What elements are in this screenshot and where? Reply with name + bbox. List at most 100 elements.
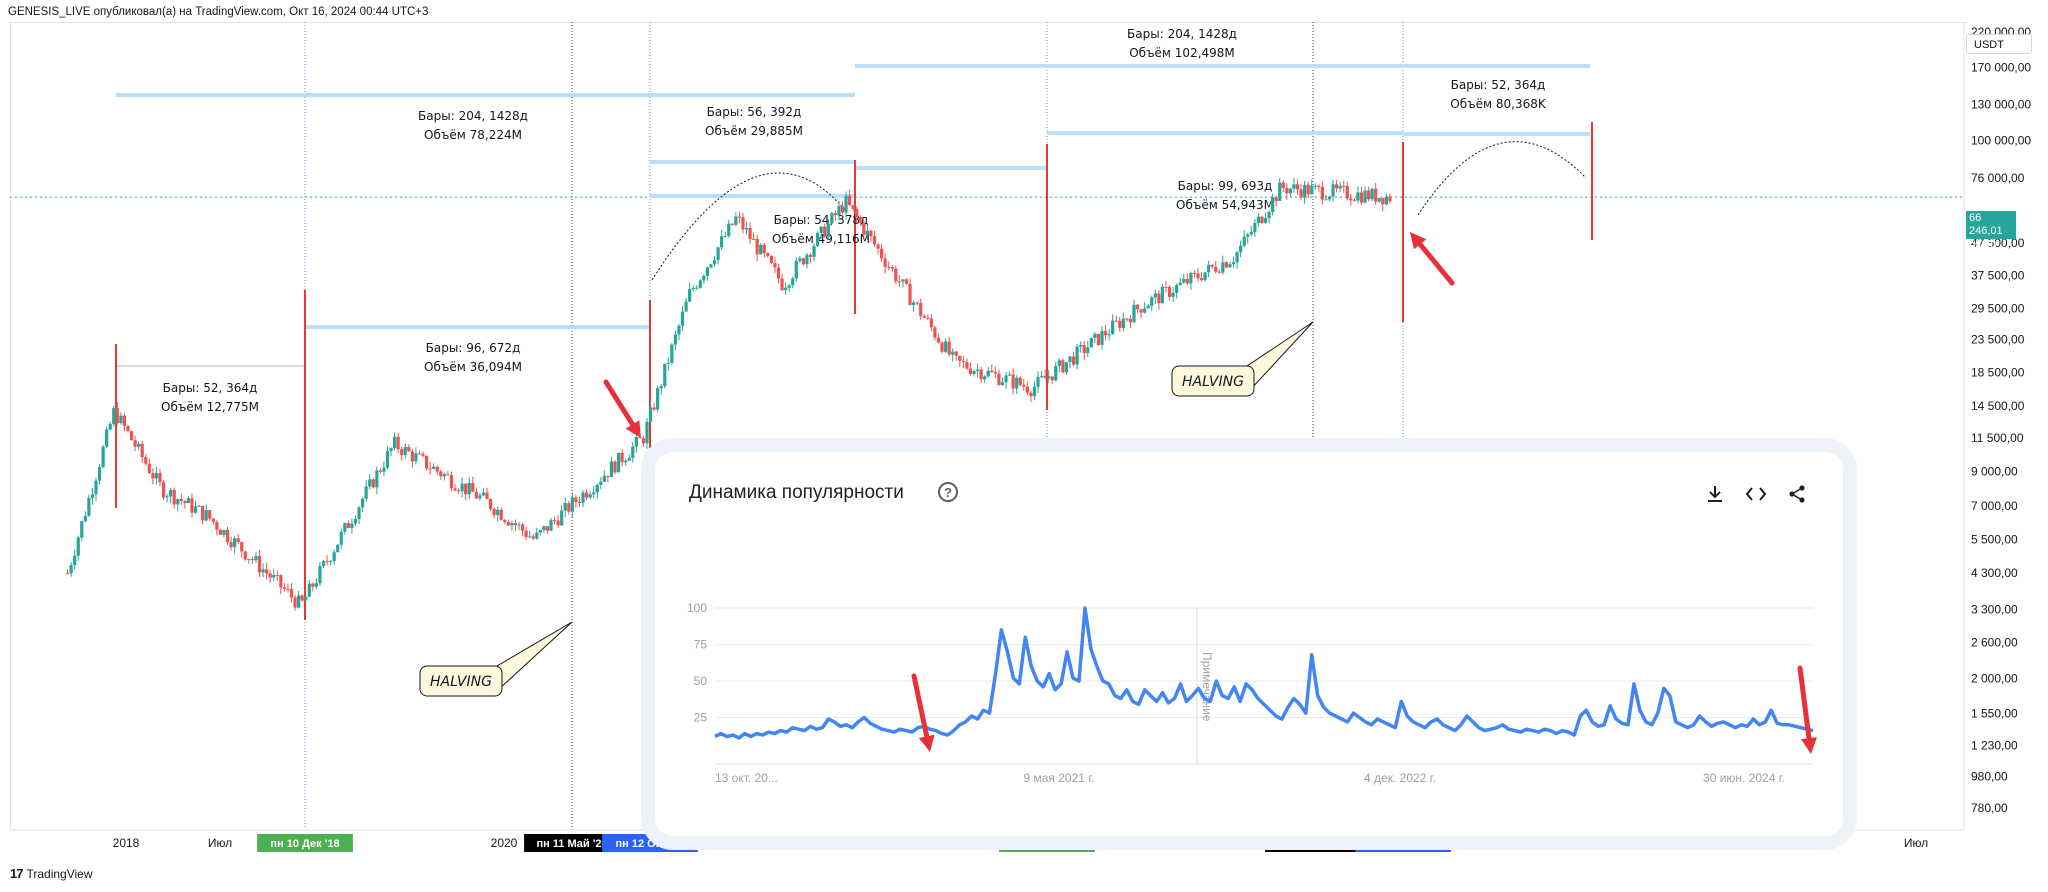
candle-body [1100,331,1104,345]
download-icon[interactable] [1703,484,1727,508]
candle-body [677,325,681,335]
candle-body [410,451,414,462]
publisher-header: GENESIS_LIVE опубликовал(а) на TradingVi… [8,6,429,18]
candle-body [609,461,614,477]
candle-body [225,530,230,543]
price-tick-label: 1 230,00 [1971,738,2018,752]
candle-body [1224,262,1229,268]
candle-body [524,530,528,537]
candle-body [720,236,724,248]
candle-body [311,583,315,587]
halving-callout-label: HALVING [1182,374,1244,390]
bar-countdown: 5d 3h [1969,238,1997,250]
candle-body [474,491,478,499]
candle-body [1185,278,1189,284]
currency-selector[interactable]: USDT [1966,34,2032,54]
candle-body [446,474,450,476]
candle-body [741,217,745,230]
candle-body [1139,309,1143,313]
candle-body [1057,360,1061,367]
red-arrow-icon [918,734,935,752]
last-price-label: 66 246,01 5d 3h [1966,211,2016,250]
candle-body [911,302,916,305]
candle-body [1178,282,1182,286]
candle-body [1086,347,1090,354]
candle-body [1338,185,1342,189]
candle-body [1196,273,1200,279]
candle-body [1320,186,1324,200]
price-tick-label: 47 500,00 [1971,236,2025,250]
candle-body [435,466,439,472]
candle-body [1043,376,1047,379]
candle-body [1317,185,1321,187]
candle-body [69,565,73,574]
trends-chart: 100 75 50 25 13 окт. 20... 9 мая 2021 г. 4 дек… [687,601,1817,785]
candle-body [638,437,642,439]
candle-body [1214,266,1218,272]
candle-body [744,228,749,230]
price-tick-label: 4 300,00 [1971,566,2018,580]
candle-body [289,589,294,598]
candle-body [716,247,720,261]
candle-body [250,559,255,561]
candle-body [933,327,937,338]
candle-body [375,470,379,488]
price-tick-label: 5 500,00 [1971,532,2018,546]
price-tick-label: 23 500,00 [1971,333,2025,347]
candle-body [506,521,510,526]
time-badge-label: пн 22 Апр '24 [1278,838,1350,850]
chart-frame[interactable] [10,22,1966,829]
candle-body [684,301,688,312]
candle-body [254,556,258,561]
candle-body [456,490,461,492]
candle-body [243,551,247,560]
candle-body [538,529,542,533]
candle-body [1004,375,1008,383]
candle-body [432,466,436,469]
candle-body [1068,356,1072,363]
candle-body [1363,190,1367,203]
halving-callout-pointer [479,621,573,691]
candle-body [161,482,166,498]
candle-body [197,505,201,507]
candle-body [595,484,599,493]
candle-body [986,370,990,377]
candle-body [1143,308,1147,313]
candle-body [1203,272,1207,281]
candle-body [1029,392,1033,397]
candle-body [577,502,582,504]
candle-body [1335,184,1339,189]
candle-body [183,501,187,503]
candle-body [1015,377,1019,389]
tradingview-logo-icon: 17 [10,866,24,881]
measure-label-bars: Бары: 99, 693д [1178,179,1273,193]
candle-body [1093,333,1097,338]
candle-body [801,258,805,265]
candle-body [218,529,223,535]
candle-body [791,278,795,286]
candle-body [1217,271,1221,273]
candle-body [453,488,457,491]
help-icon[interactable]: ? [938,482,958,502]
candle-body [122,415,127,426]
time-tick-label: Июл [1715,836,1739,850]
candle-body [584,492,589,498]
embed-icon[interactable] [1744,484,1768,508]
candle-body [581,492,585,503]
candle-body [300,595,304,601]
candle-body [211,518,215,523]
candle-body [1167,287,1172,297]
candle-body [698,280,702,288]
candle-body [1061,360,1065,373]
candle-body [830,213,834,224]
candle-body [1047,376,1051,379]
candle-body [1295,184,1300,190]
candle-body [833,213,837,216]
halving-callout-box [419,665,503,697]
candle-body [702,275,706,281]
candle-body [1032,386,1037,397]
candle-body [805,254,809,265]
share-icon[interactable] [1785,484,1809,508]
candle-body [656,388,660,410]
